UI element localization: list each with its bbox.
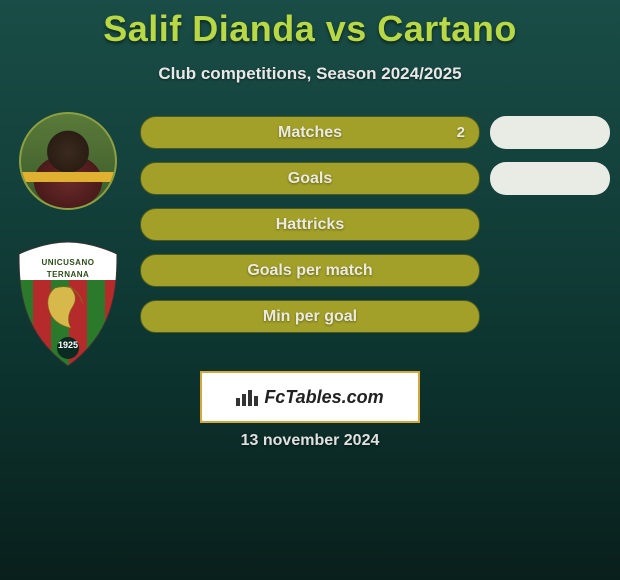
stat-row-mpg: Min per goal	[140, 300, 480, 333]
stat-row-gpm: Goals per match	[140, 254, 480, 287]
stat-pill-goals	[490, 162, 610, 195]
stats-bars: Matches 2 Goals Hattricks Goals per matc…	[140, 116, 480, 346]
source-logo: FcTables.com	[200, 371, 420, 423]
player-a-column: UNICUSANO TERNANA 1925	[8, 112, 128, 368]
stat-label: Min per goal	[263, 308, 357, 326]
page-title: Salif Dianda vs Cartano	[0, 0, 620, 50]
stat-label: Goals per match	[247, 262, 372, 280]
player-b-column	[490, 116, 610, 208]
badge-line2: TERNANA	[15, 270, 121, 279]
stat-row-matches: Matches 2	[140, 116, 480, 149]
badge-line1: UNICUSANO	[15, 258, 121, 267]
page-subtitle: Club competitions, Season 2024/2025	[0, 64, 620, 84]
stat-label: Matches	[278, 124, 342, 142]
stat-row-goals: Goals	[140, 162, 480, 195]
player-photo	[19, 112, 117, 210]
stat-value-a: 2	[457, 124, 465, 141]
bars-icon	[236, 388, 258, 406]
club-badge: UNICUSANO TERNANA 1925	[15, 240, 121, 368]
source-name: FcTables.com	[264, 387, 383, 408]
stat-pill-matches	[490, 116, 610, 149]
stat-label: Hattricks	[276, 216, 344, 234]
stat-row-hattricks: Hattricks	[140, 208, 480, 241]
stat-label: Goals	[288, 170, 332, 188]
footer-date: 13 november 2024	[0, 432, 620, 450]
badge-year: 1925	[15, 340, 121, 350]
